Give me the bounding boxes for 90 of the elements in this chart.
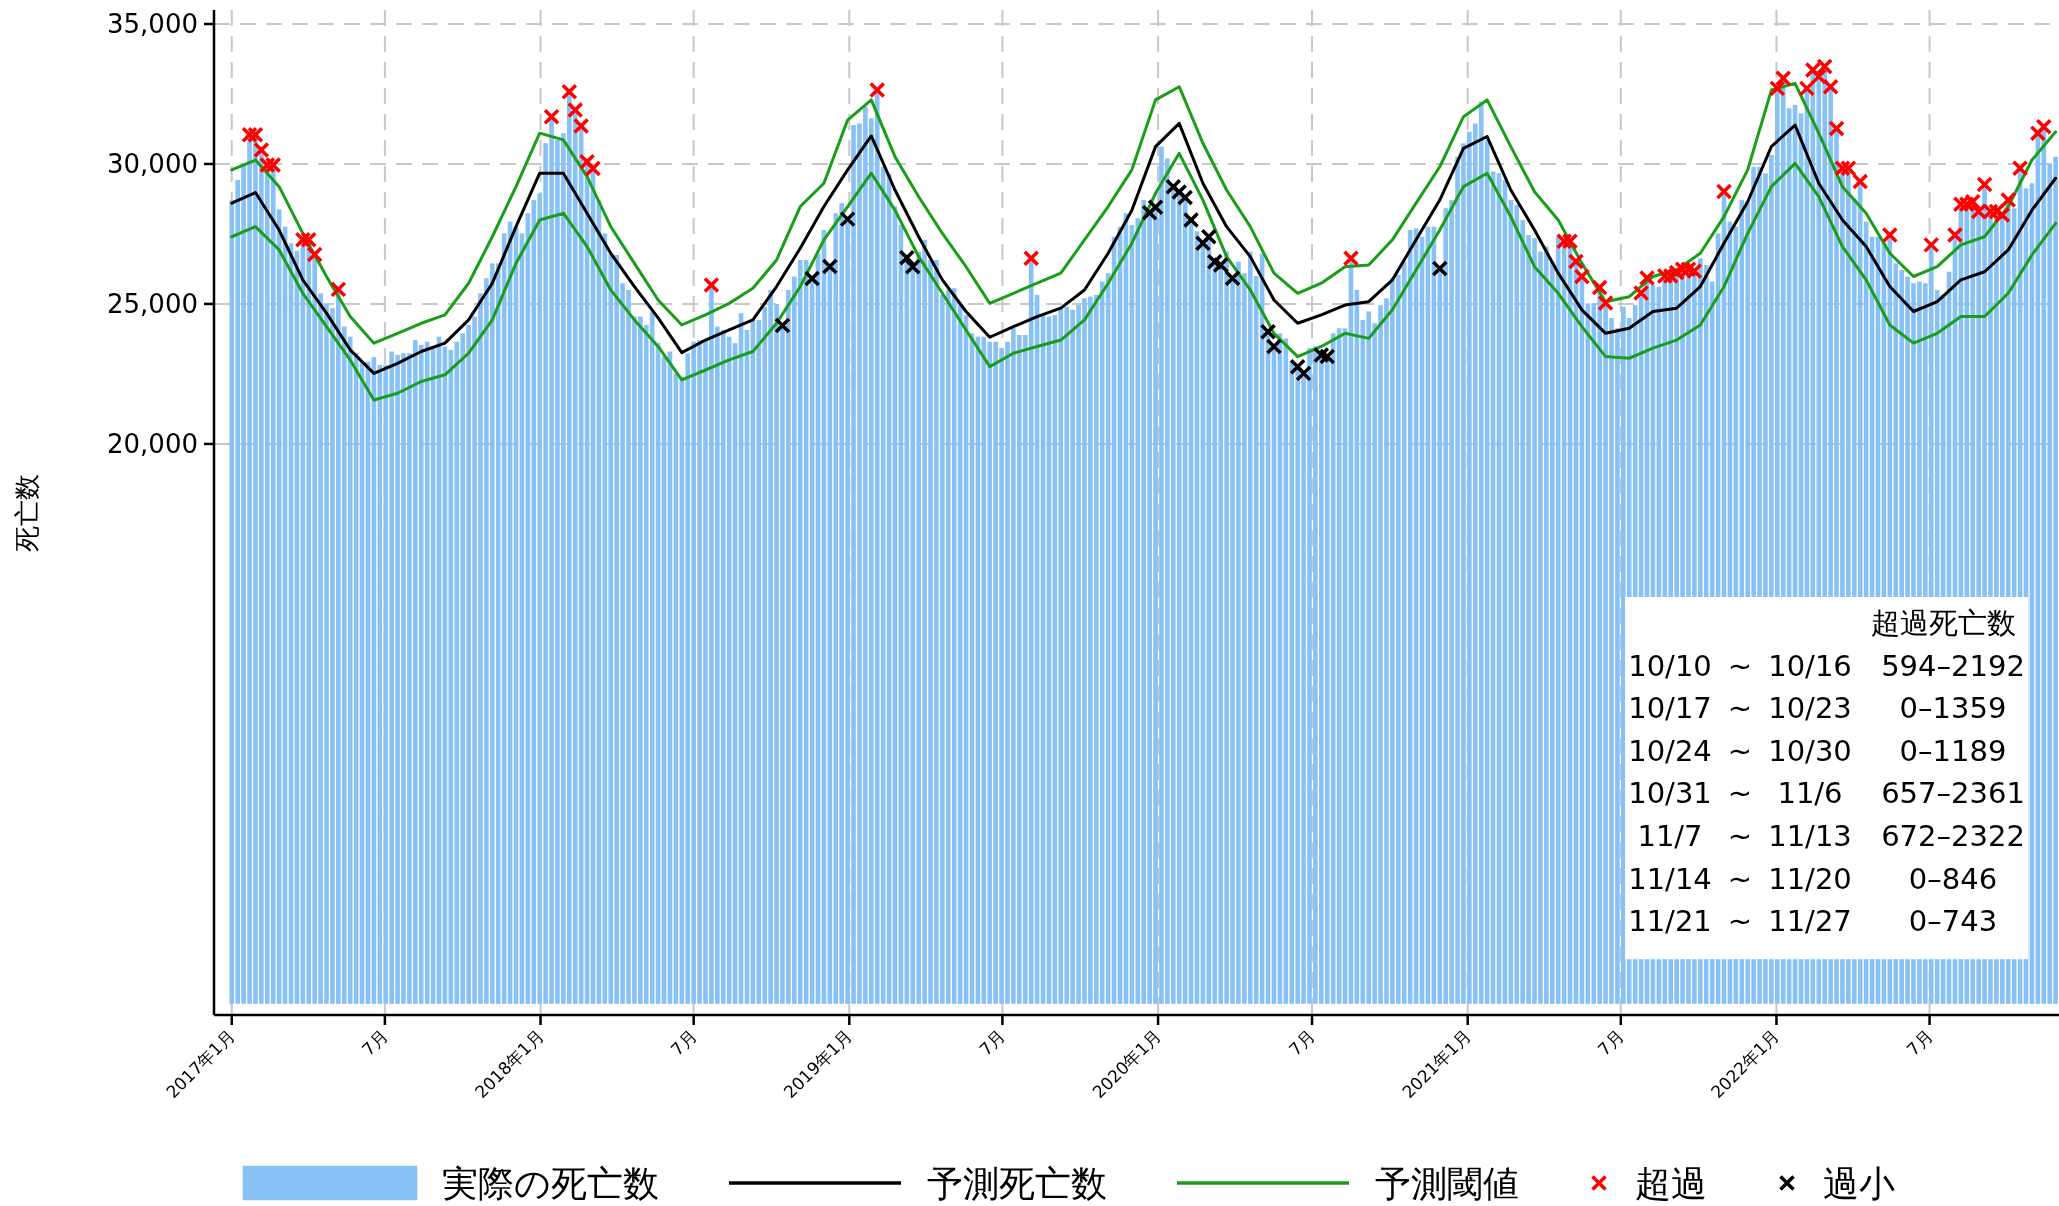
y-tick-label: 20,000 [107,428,198,459]
point [561,83,578,100]
point [1176,189,1194,206]
y-tick-label: 35,000 [107,9,198,39]
point [306,246,323,263]
point [253,141,270,159]
legend-label: 実際の死亡数 [442,1163,659,1204]
x-tick-label: 7月 [975,1025,1010,1060]
point [703,276,720,294]
point [1798,80,1816,97]
point [803,270,821,287]
legend-label: 予測死亡数 [927,1163,1107,1204]
legend-label: 予測閾値 [1375,1163,1519,1204]
point [1342,250,1360,267]
x-tick-label: 7月 [1593,1025,1628,1060]
point [1999,191,2017,209]
point [572,117,590,135]
annotation-table: 超過死亡数 10/10 ~ 10/16 594–2192 10/17 ~ 10/23 0–1359 10/24 ~ 10/30 0–1189 10/31 ~ 11/6 657–2361 11/7 ~ 11/13 672–2322 11/14 ~ 11/20 0–846 11/21 ~ 11/27 0–743 [1625,597,2028,960]
point [1597,294,1614,312]
point [1632,284,1650,302]
point [1319,348,1336,365]
point [1022,250,1040,267]
annotation: 11/7 ~ 11/13 672–2322 [1637,819,2025,853]
point [1170,183,1188,201]
point [543,108,560,125]
legend-label: 超過 [1635,1163,1707,1204]
point [1182,211,1200,229]
point [1834,159,1851,177]
point [1561,232,1579,250]
y-tick-label: 25,000 [107,288,198,319]
point [1295,365,1312,382]
point [1313,346,1330,364]
point [1976,176,1993,193]
point [1828,120,1845,137]
point [1259,323,1277,340]
point [904,258,921,275]
point [1141,204,1158,221]
point [566,101,584,119]
point [330,281,347,298]
point [774,317,791,334]
annotation: 超過死亡数 [1871,606,2016,640]
point [868,81,886,99]
point [241,126,258,144]
point [247,126,264,144]
point [1567,253,1585,270]
x-tick-label: 7月 [666,1025,701,1060]
point [1265,338,1283,355]
x-tick-label: 7月 [357,1025,392,1060]
point [821,258,839,275]
point [1662,267,1679,285]
point [294,231,312,249]
point [259,156,276,174]
point [1715,183,1733,200]
point [1774,70,1792,87]
point [1591,279,1608,296]
point [300,231,317,249]
point [1851,173,1869,190]
legend-label: 過小 [1823,1163,1895,1204]
point [1206,253,1223,270]
point [1573,268,1591,285]
point [1289,358,1306,375]
point [2035,118,2053,135]
point [1822,78,1839,95]
point [2029,124,2047,142]
point [1881,226,1899,244]
point [578,153,596,170]
point [1212,256,1229,274]
point [1769,80,1786,97]
point [1840,159,1857,177]
point [1923,236,1940,254]
point [1165,178,1182,195]
x-tick-label: 7月 [1285,1025,1319,1060]
x-tick-label: 7月 [1902,1025,1937,1060]
point [1810,68,1827,85]
point [1194,234,1212,252]
point [1200,228,1218,245]
point [1147,199,1164,216]
point [1555,232,1573,250]
point [1958,196,1976,213]
point [839,210,856,228]
point [584,160,602,177]
y-axis-title: 死亡数 [12,473,42,552]
point [1431,260,1449,277]
point [2011,159,2029,177]
point [898,249,916,266]
y-tick-label: 30,000 [107,148,198,179]
point [1224,269,1241,287]
point [264,156,282,174]
point [1946,226,1964,244]
annotation: 10/10 ~ 10/16 594–2192 [1628,648,2025,683]
